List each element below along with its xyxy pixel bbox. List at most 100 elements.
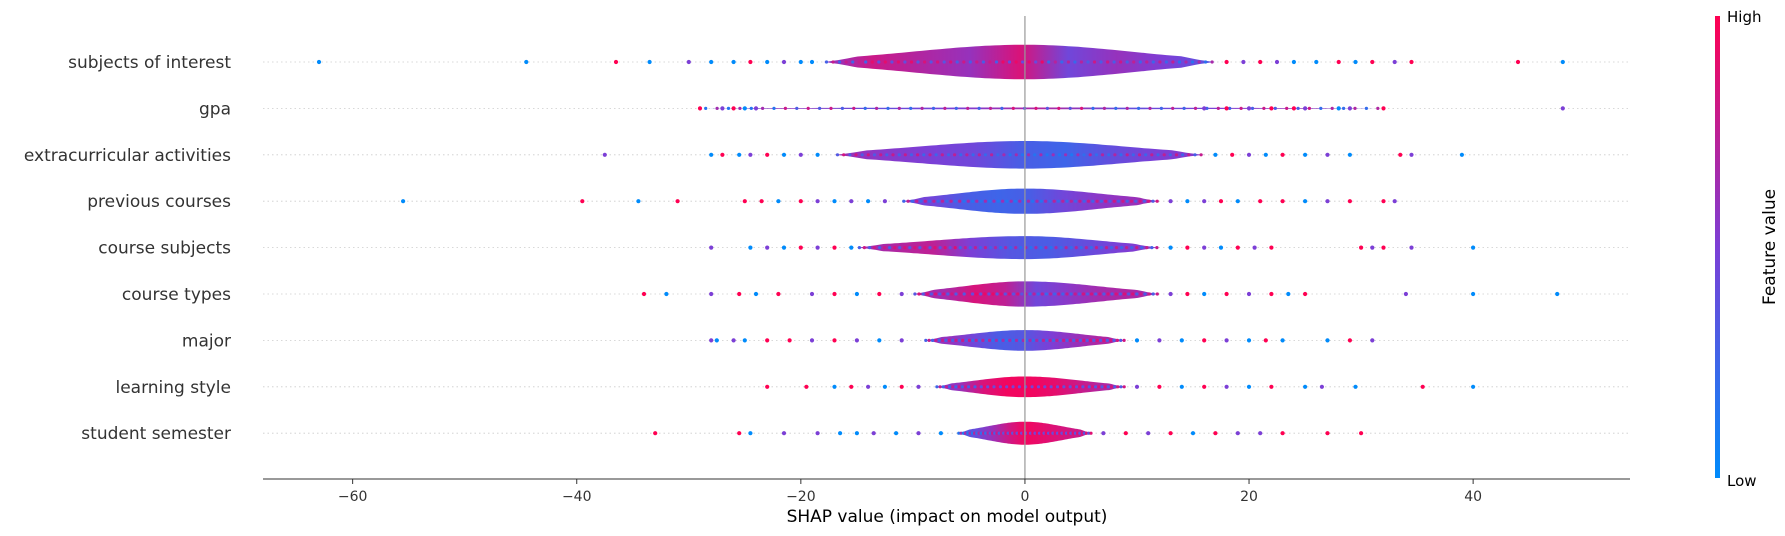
- shap-point: [1011, 106, 1015, 110]
- shap-point: [1125, 246, 1129, 250]
- shap-point: [765, 338, 770, 343]
- shap-point: [1051, 153, 1055, 157]
- shap-point: [890, 60, 894, 64]
- x-tick-label: −40: [562, 489, 592, 505]
- shap-point: [1303, 152, 1308, 157]
- shap-point: [851, 60, 855, 64]
- shap-point: [1048, 292, 1053, 296]
- shap-point: [1204, 60, 1208, 64]
- shap-point: [975, 60, 979, 64]
- shap-point: [737, 431, 742, 436]
- shap-point: [1127, 292, 1131, 296]
- shap-point: [974, 338, 978, 342]
- shap-point: [781, 245, 787, 250]
- shap-point: [1359, 245, 1364, 250]
- shap-point: [1106, 292, 1110, 296]
- shap-point: [1108, 199, 1112, 203]
- shap-point: [1027, 385, 1031, 389]
- shap-point: [1068, 338, 1072, 342]
- shap-point: [883, 246, 887, 250]
- shap-point: [970, 292, 975, 296]
- shap-point: [921, 292, 925, 296]
- shap-point: [930, 338, 935, 342]
- shap-point: [1202, 106, 1207, 111]
- shap-point: [832, 338, 837, 343]
- shap-point: [1021, 60, 1025, 64]
- shap-point: [1184, 60, 1188, 64]
- shap-point: [742, 338, 747, 343]
- shap-point: [1081, 292, 1085, 296]
- shap-point: [1092, 60, 1097, 64]
- shap-point: [1319, 384, 1324, 389]
- shap-point: [975, 199, 979, 203]
- shap-point: [919, 199, 923, 203]
- shap-point: [849, 384, 854, 389]
- shap-point: [940, 153, 944, 157]
- shap-point: [1239, 106, 1243, 110]
- shap-point: [1122, 338, 1126, 342]
- shap-point: [883, 60, 887, 64]
- shap-point: [950, 292, 954, 296]
- shap-point: [1112, 199, 1116, 203]
- colorbar-high-label: High: [1727, 8, 1761, 26]
- shap-point: [1109, 246, 1114, 250]
- shap-point: [1061, 292, 1065, 296]
- shap-point: [988, 431, 992, 435]
- shap-point: [933, 246, 937, 250]
- shap-point: [1185, 199, 1190, 204]
- shap-point: [781, 431, 787, 436]
- shap-point: [738, 106, 742, 110]
- shap-point: [1303, 291, 1308, 297]
- shap-point: [1082, 199, 1086, 203]
- shap-point: [875, 106, 879, 110]
- shap-point: [1009, 246, 1013, 250]
- shap-point: [981, 431, 986, 435]
- shap-point: [928, 246, 932, 250]
- shap-point: [1269, 245, 1274, 250]
- shap-point: [970, 431, 974, 435]
- shap-point: [849, 199, 854, 204]
- shap-point: [937, 338, 941, 342]
- shap-point: [938, 431, 944, 436]
- shap-point: [902, 199, 906, 203]
- shap-point: [1036, 292, 1040, 296]
- shap-point: [832, 199, 837, 204]
- shap-point: [1069, 246, 1073, 250]
- shap-point: [963, 246, 967, 250]
- colorbar: High Low Feature value: [1715, 8, 1780, 490]
- shap-point: [1134, 338, 1140, 343]
- shap-point: [957, 385, 961, 389]
- shap-point: [1055, 338, 1059, 342]
- shap-point: [1068, 385, 1072, 389]
- shap-point: [1064, 431, 1068, 435]
- shap-point: [1044, 199, 1048, 203]
- shap-point: [1031, 431, 1035, 435]
- shap-point: [1054, 246, 1058, 250]
- shap-point: [942, 292, 946, 296]
- shap-point: [966, 431, 970, 435]
- shap-point: [995, 385, 999, 389]
- shap-point: [1336, 106, 1341, 111]
- shap-point: [942, 60, 946, 64]
- shap-point: [1076, 153, 1080, 157]
- shap-point: [316, 59, 322, 65]
- shap-point: [1342, 106, 1346, 110]
- shap-point: [748, 245, 753, 250]
- shap-point: [938, 292, 942, 296]
- shap-point: [953, 153, 957, 157]
- shap-point: [1113, 153, 1117, 157]
- shap-point: [1168, 153, 1172, 157]
- shap-point: [844, 60, 848, 64]
- shap-point: [908, 246, 912, 250]
- shap-point: [1030, 385, 1034, 389]
- shap-point: [968, 246, 972, 250]
- shap-point: [1040, 385, 1044, 389]
- shap-point: [1114, 246, 1119, 250]
- shap-point: [994, 338, 999, 342]
- shap-point: [960, 385, 964, 389]
- shap-point: [1148, 106, 1152, 110]
- shap-point: [1058, 431, 1062, 435]
- shap-point: [966, 292, 970, 296]
- shap-point: [1053, 60, 1057, 64]
